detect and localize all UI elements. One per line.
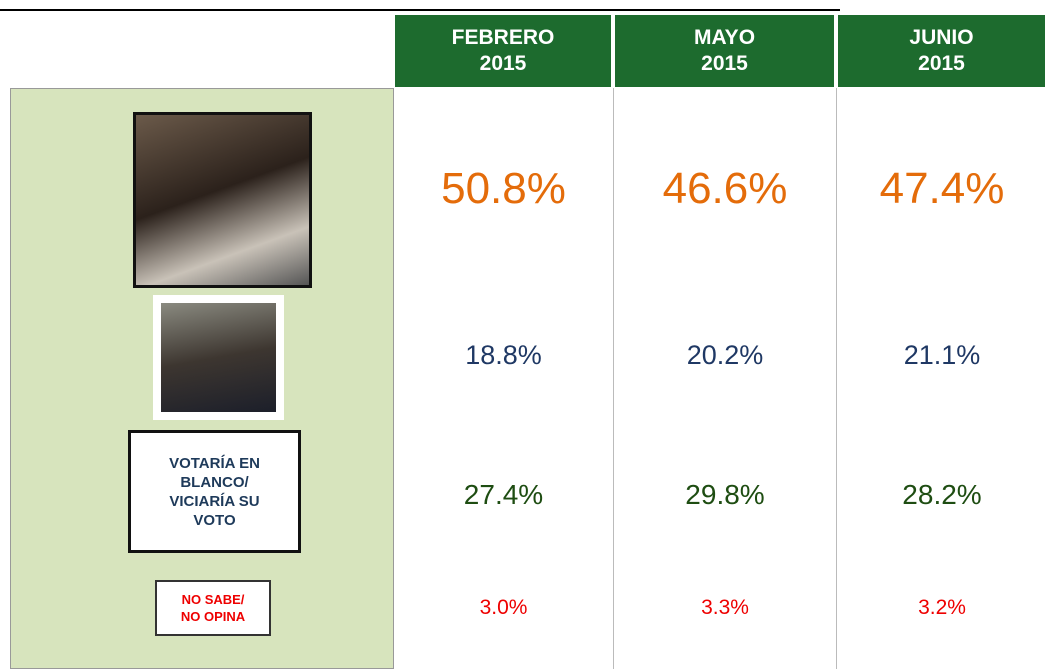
header-year: 2015 xyxy=(479,52,527,75)
header-month: JUNIO xyxy=(909,26,974,49)
option-box: NO SABE/ NO OPINA xyxy=(155,580,271,636)
header-month: MAYO xyxy=(693,26,756,49)
value-cell: 3.0% xyxy=(479,596,528,619)
option-label: NO OPINA xyxy=(180,609,246,624)
value-cell: 29.8% xyxy=(685,479,765,510)
option-label: VOTARÍA EN xyxy=(169,454,260,472)
value-cell: 50.8% xyxy=(441,164,566,213)
option-label: BLANCO/ xyxy=(180,473,249,491)
header-cell: JUNIO 2015 xyxy=(838,15,1045,87)
option-label: VOTO xyxy=(193,511,236,529)
value-cell: 47.4% xyxy=(879,164,1005,213)
header-month: FEBRERO xyxy=(451,26,555,49)
candidate-photo xyxy=(153,295,284,420)
value-cell: 18.8% xyxy=(465,339,542,370)
column-line xyxy=(613,88,614,669)
header-cell: FEBRERO 2015 xyxy=(395,15,611,87)
header-year: 2015 xyxy=(918,52,965,75)
column-line xyxy=(836,88,837,669)
option-label: NO SABE/ xyxy=(181,592,245,607)
value-cell: 27.4% xyxy=(463,479,544,510)
value-cell: 21.1% xyxy=(903,339,981,370)
header-cell: MAYO 2015 xyxy=(615,15,834,87)
option-label: VICIARÍA SU xyxy=(169,492,260,510)
value-cell: 3.3% xyxy=(701,596,749,619)
value-cell: 28.2% xyxy=(902,479,982,510)
value-cell: 20.2% xyxy=(686,339,764,370)
value-cell: 46.6% xyxy=(662,164,788,213)
header-year: 2015 xyxy=(701,52,748,75)
top-rule xyxy=(0,9,840,11)
option-box: VOTARÍA EN BLANCO/ VICIARÍA SU VOTO xyxy=(128,430,301,553)
value-cell: 3.2% xyxy=(918,596,966,619)
candidate-photo xyxy=(133,112,312,288)
